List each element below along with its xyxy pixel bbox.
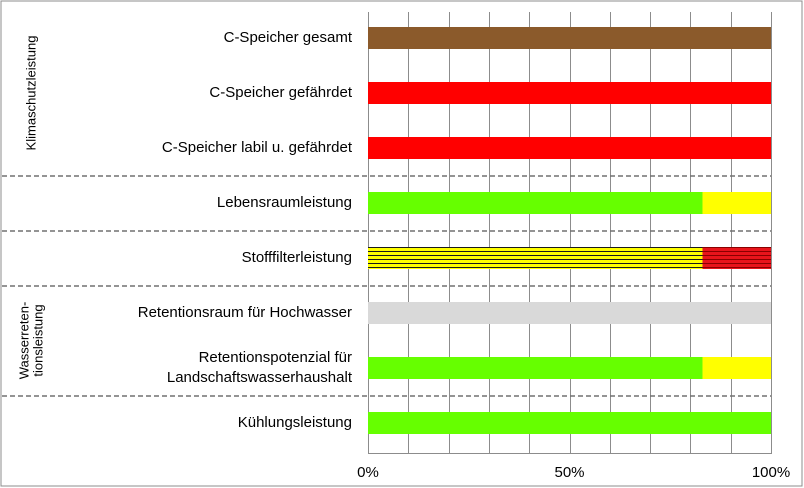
group-label: tionsleistung <box>30 304 45 376</box>
bar-segment <box>702 357 771 379</box>
bar-segment <box>368 302 771 324</box>
row-label: Kühlungsleistung <box>238 414 352 431</box>
x-tick-label: 0% <box>357 464 379 481</box>
bar-segment <box>368 82 771 104</box>
x-tick-label: 50% <box>554 464 584 481</box>
bar-segment <box>368 137 771 159</box>
group-label: Klimaschutzleistung <box>23 36 38 151</box>
bar-segment <box>368 27 771 49</box>
row-label: Retentionsraum für Hochwasser <box>138 304 352 321</box>
bar-segment <box>368 247 703 269</box>
x-tick-label: 100% <box>752 464 790 481</box>
row-label: C-Speicher labil u. gefährdet <box>162 139 353 156</box>
row-label: Stofffilterleistung <box>242 249 352 266</box>
row-label: Retentionspotenzial für <box>199 349 352 366</box>
bar-segment <box>368 357 703 379</box>
bar-segment <box>368 192 703 214</box>
row-label: C-Speicher gesamt <box>224 29 353 46</box>
bar-segment <box>702 192 771 214</box>
row-label: Landschaftswasserhaushalt <box>167 369 353 386</box>
group-label: Wasserreten- <box>16 302 31 380</box>
row-label: C-Speicher gefährdet <box>209 84 352 101</box>
row-label: Lebensraumleistung <box>217 194 352 211</box>
bar-segment <box>368 412 771 434</box>
bar-segment <box>702 247 771 269</box>
